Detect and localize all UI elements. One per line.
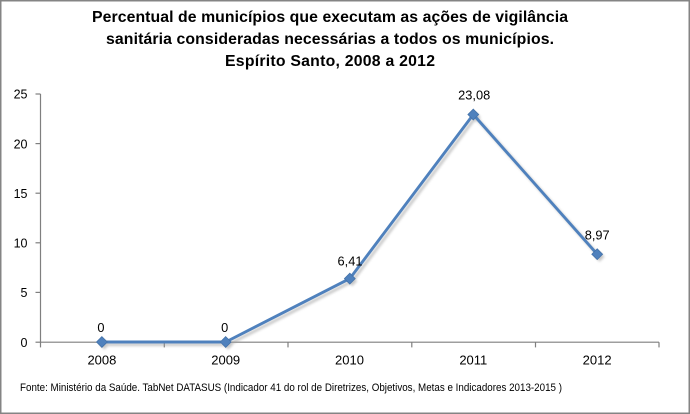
svg-text:15: 15	[14, 187, 28, 201]
svg-text:2012: 2012	[583, 353, 612, 368]
svg-text:Fonte: Ministério da Saúde. Ta: Fonte: Ministério da Saúde. TabNet DATAS…	[20, 382, 562, 394]
svg-text:2011: 2011	[459, 353, 487, 368]
svg-text:0: 0	[97, 320, 104, 335]
svg-text:Percentual de municípios que e: Percentual de municípios que executam as…	[92, 9, 568, 26]
svg-text:sanitária consideradas necessá: sanitária consideradas necessárias a tod…	[106, 31, 554, 48]
svg-text:0: 0	[221, 320, 228, 335]
svg-text:23,08: 23,08	[458, 88, 490, 103]
svg-text:25: 25	[14, 88, 28, 102]
svg-text:6,41: 6,41	[338, 254, 363, 269]
svg-text:Espírito Santo, 2008 a 2012: Espírito Santo, 2008 a 2012	[225, 53, 435, 70]
svg-text:5: 5	[21, 286, 28, 300]
svg-text:2009: 2009	[211, 353, 240, 368]
svg-text:10: 10	[14, 237, 28, 251]
svg-text:8,97: 8,97	[585, 227, 610, 242]
svg-text:20: 20	[14, 137, 28, 151]
svg-text:0: 0	[21, 336, 28, 350]
svg-text:2008: 2008	[87, 353, 116, 368]
svg-text:2010: 2010	[335, 353, 364, 368]
